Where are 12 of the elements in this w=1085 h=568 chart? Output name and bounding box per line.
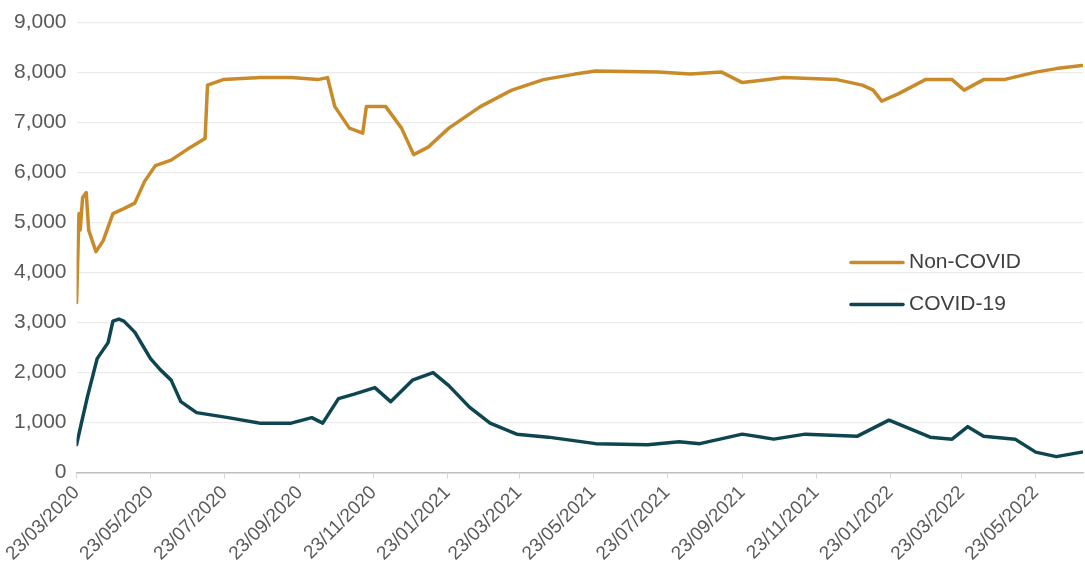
y-tick-label: 5,000 [13,209,67,233]
y-tick-label: 7,000 [13,109,67,133]
y-tick-label: 0 [54,459,67,483]
y-tick-label: 2,000 [13,359,67,383]
y-tick-label: 3,000 [13,309,67,333]
y-tick-label: 9,000 [13,9,67,33]
y-tick-label: 6,000 [13,159,67,183]
legend-label: COVID-19 [909,291,1006,315]
y-tick-label: 4,000 [13,259,67,283]
legend-label: Non-COVID [909,249,1022,273]
y-tick-label: 8,000 [13,59,67,83]
y-tick-label: 1,000 [13,409,67,433]
